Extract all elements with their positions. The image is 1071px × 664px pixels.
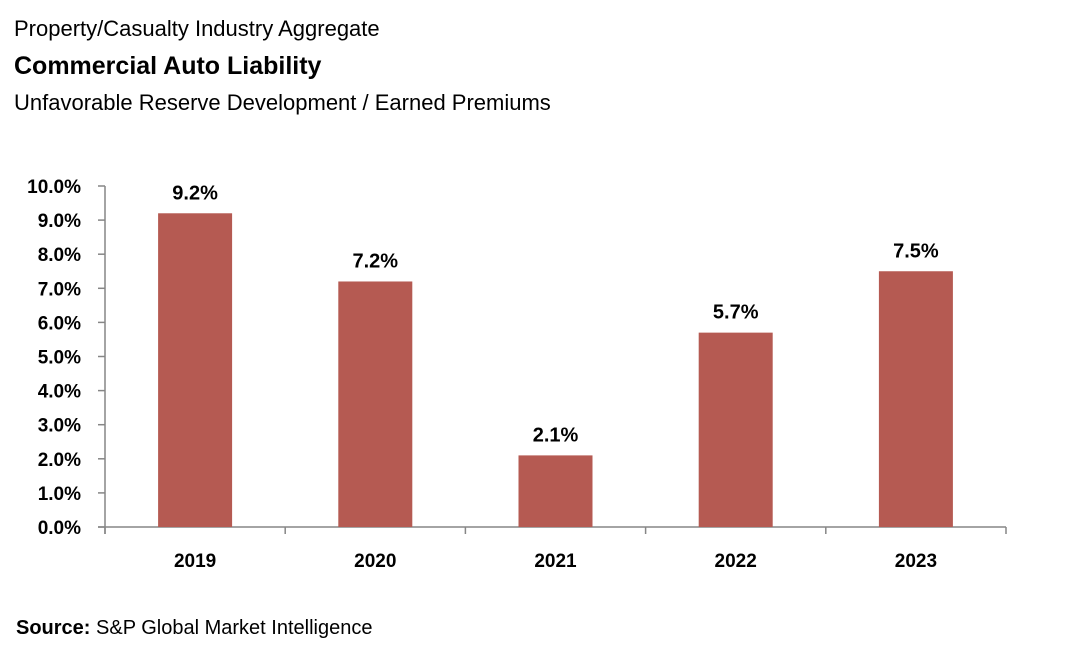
source-text: S&P Global Market Intelligence — [90, 617, 373, 639]
chart-pretitle: Property/Casualty Industry Aggregate — [14, 16, 380, 41]
x-tick-label-2020: 2020 — [354, 551, 396, 572]
x-tick-label-2022: 2022 — [715, 551, 757, 572]
chart-subtitle: Unfavorable Reserve Development / Earned… — [14, 90, 551, 115]
chart-title: Commercial Auto Liability — [14, 52, 322, 80]
y-tick-label: 5.0% — [38, 348, 81, 369]
y-tick-label: 1.0% — [38, 484, 81, 505]
y-tick-label: 6.0% — [38, 313, 81, 334]
y-axis: 0.0% 1.0% 2.0% 3.0% 4.0% 5.0% 6.0% 7.0% 8.0% 9.0%… — [27, 177, 106, 539]
bar-2020 — [338, 281, 413, 527]
x-tick-label-2019: 2019 — [174, 551, 216, 572]
bar-2023 — [878, 271, 953, 527]
y-tick-label: 10.0% — [27, 177, 81, 198]
bar-2022 — [698, 332, 773, 527]
data-label-2023: 7.5% — [893, 240, 939, 262]
data-label-2022: 5.7% — [713, 302, 759, 324]
bar-2021 — [518, 455, 593, 527]
data-label-2019: 9.2% — [172, 182, 218, 204]
data-labels: 9.2% 7.2% 2.1% 5.7% 7.5% — [172, 182, 939, 446]
y-tick-label: 4.0% — [38, 382, 81, 403]
data-label-2021: 2.1% — [533, 424, 579, 446]
source-note: Source: S&P Global Market Intelligence — [16, 617, 372, 640]
y-tick-label: 7.0% — [38, 279, 81, 300]
x-tick-label-2021: 2021 — [534, 551, 577, 572]
y-tick-label: 8.0% — [38, 245, 81, 266]
x-axis: 2019 2020 2021 2022 2023 — [98, 526, 1007, 572]
y-tick-label: 0.0% — [38, 518, 81, 539]
bar-2019 — [158, 213, 233, 527]
y-tick-label: 9.0% — [38, 211, 81, 232]
x-tick-label-2023: 2023 — [895, 551, 937, 572]
bars — [158, 213, 953, 527]
source-label: Source: — [16, 617, 91, 639]
data-label-2020: 7.2% — [353, 250, 399, 272]
y-tick-label: 3.0% — [38, 416, 81, 437]
y-tick-label: 2.0% — [38, 450, 81, 471]
